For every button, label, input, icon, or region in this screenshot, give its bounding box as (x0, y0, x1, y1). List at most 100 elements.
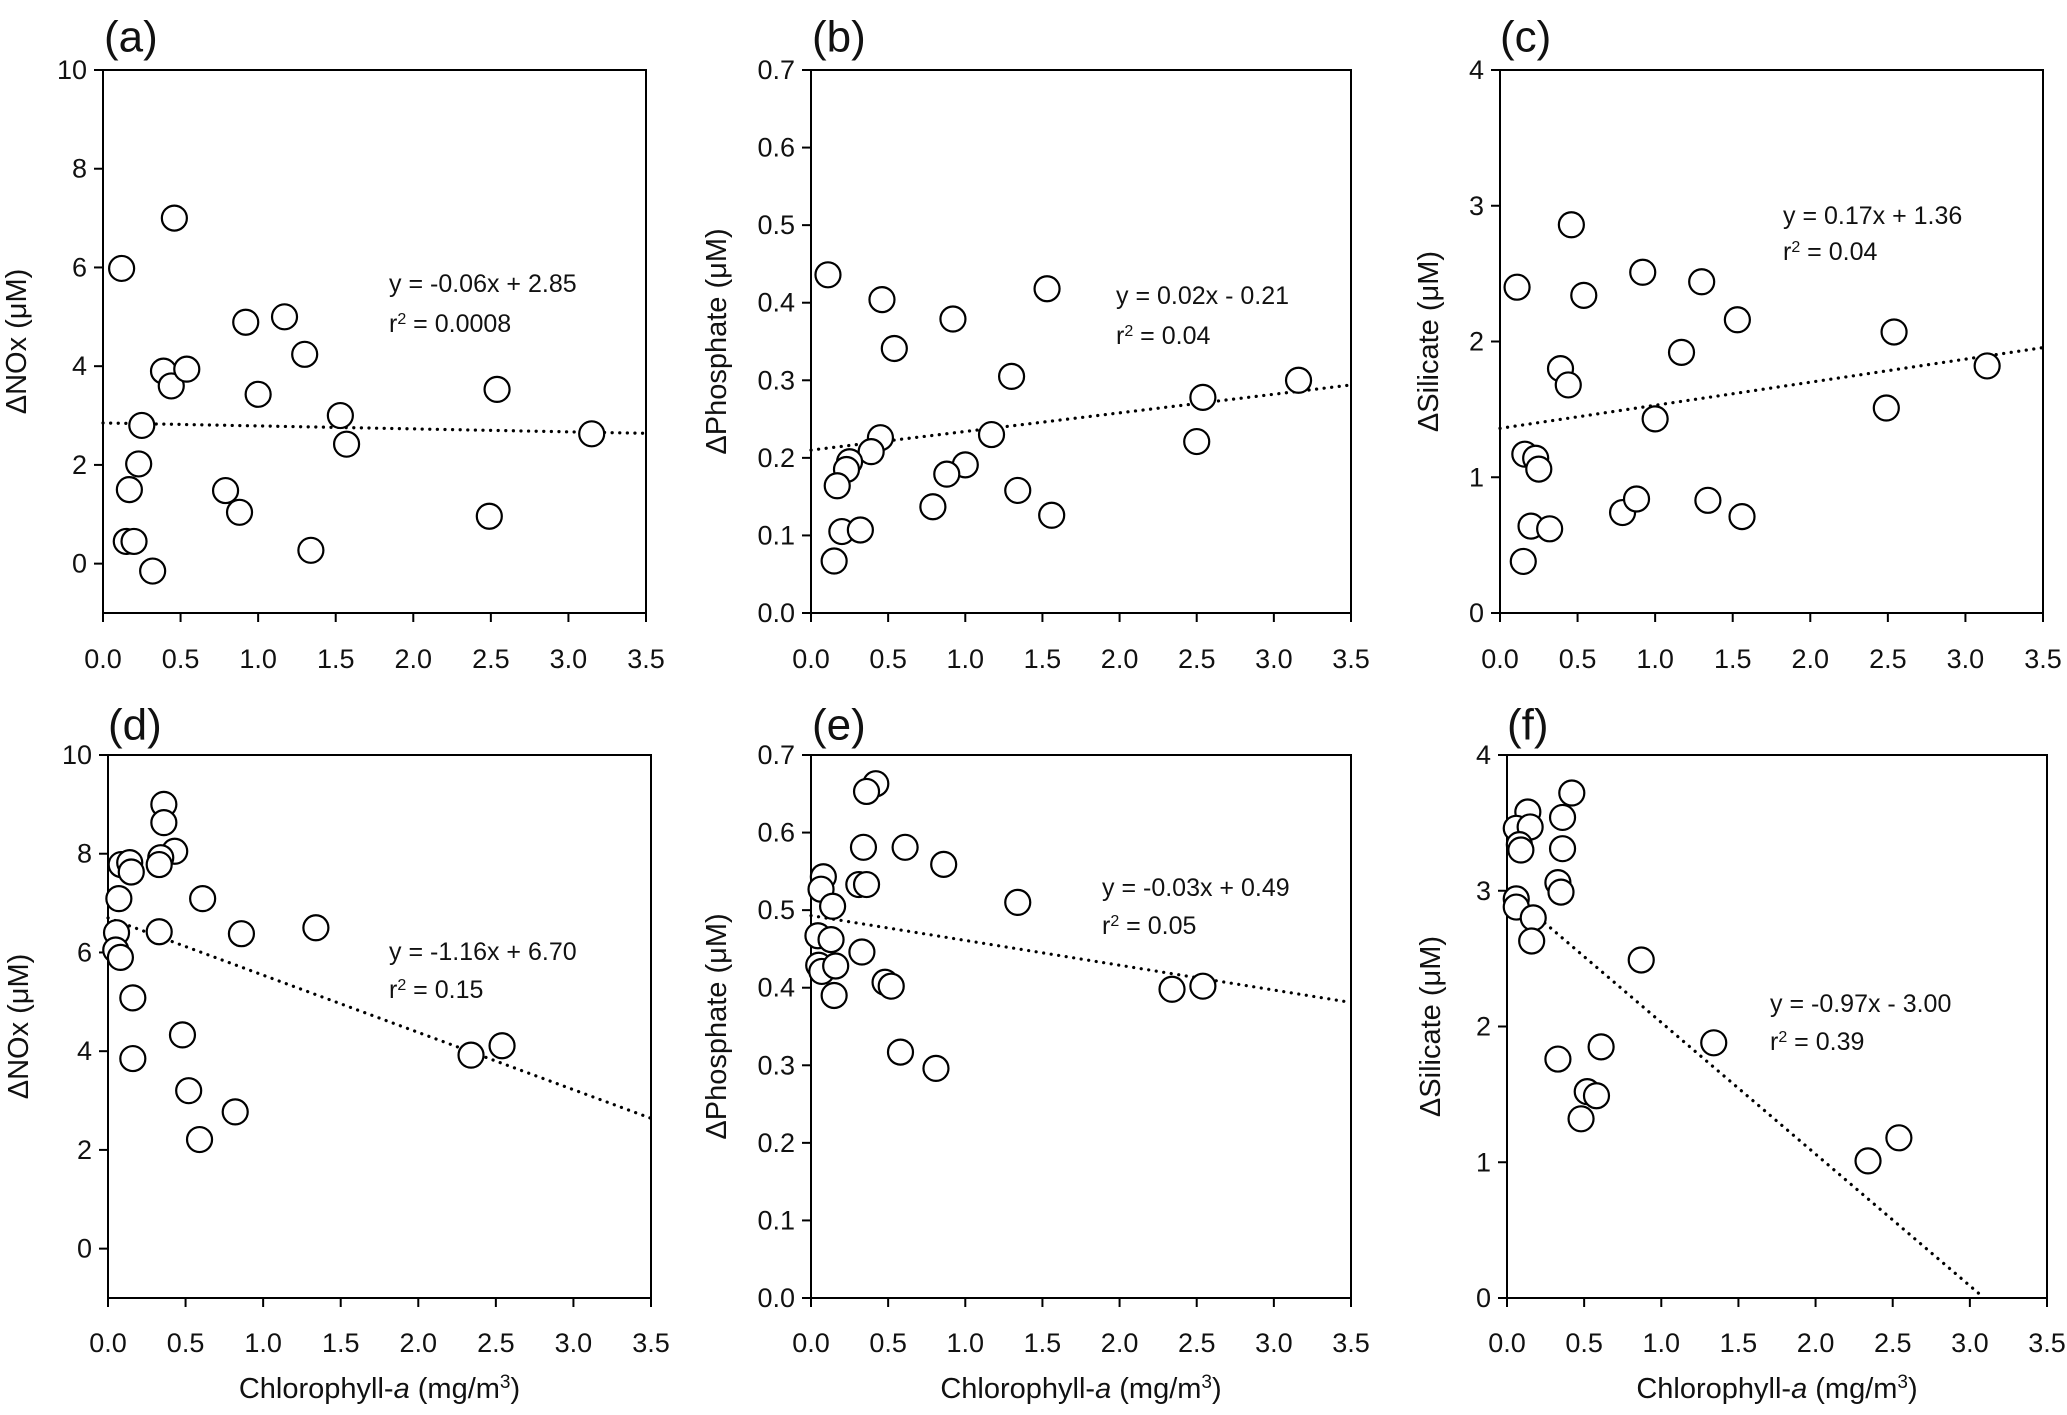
data-point (1189, 383, 1217, 411)
panel-label: (c) (1500, 13, 1551, 62)
data-point (119, 1044, 147, 1073)
data-point (270, 303, 299, 331)
data-point (852, 777, 881, 806)
x-axis-title-part: 3 (1897, 1372, 1908, 1393)
regression-equation: y = -0.06x + 2.85 (389, 270, 577, 298)
data-point (1641, 405, 1669, 433)
x-tick-label: 3.0 (1255, 644, 1293, 674)
data-point (139, 557, 167, 585)
data-point (822, 952, 850, 980)
data-point (1627, 946, 1655, 974)
plot-frame (107, 754, 652, 1299)
x-tick-label: 0.0 (1488, 1328, 1526, 1358)
r-squared-label: r2 = 0.05 (1102, 912, 1196, 940)
x-tick-label: 3.0 (555, 1328, 593, 1358)
data-point (108, 254, 136, 283)
x-axis-title: Chlorophyll-a (mg/m3) (940, 1372, 1221, 1406)
y-tick-label: 0.6 (757, 133, 795, 163)
x-tick-label: 2.0 (1792, 644, 1830, 674)
data-point (483, 375, 511, 403)
data-point (877, 972, 905, 1000)
data-point (818, 892, 847, 920)
x-tick-label: 1.5 (1024, 1328, 1062, 1358)
x-axis-title: Chlorophyll-a (mg/m3) (1636, 1372, 1917, 1406)
data-point (820, 981, 848, 1010)
x-tick-label: 3.0 (550, 644, 588, 674)
regression-equation: y = 0.02x - 0.21 (1116, 282, 1289, 310)
r-squared-label: r2 = 0.04 (1116, 322, 1210, 350)
chart-panel-a: (a) 0.0 0.5 1.0 1.5 2.0 2.5 3.0 3.5 0 2 4 6 8 10 ΔNOx (… (1, 13, 665, 674)
plot-frame (810, 754, 1352, 1299)
r-squared-base: r (389, 976, 397, 1004)
x-tick-label: 3.5 (1332, 644, 1370, 674)
data-point (886, 1038, 915, 1066)
y-tick-label: 0.6 (757, 818, 795, 848)
data-point (332, 430, 361, 458)
x-tick-label: 3.5 (2028, 1328, 2066, 1358)
y-axis-title: ΔPhosphate (μM) (701, 913, 733, 1139)
x-axis-title-part: 3 (1201, 1372, 1212, 1393)
x-tick-label: 0.5 (167, 1328, 205, 1358)
x-axis-title-part: (mg/m (1111, 1373, 1201, 1405)
data-point (227, 920, 256, 948)
x-tick-label: 0.5 (869, 644, 907, 674)
data-point (1622, 485, 1651, 513)
data-point (244, 380, 272, 408)
data-point (119, 984, 147, 1012)
x-tick-label: 1.5 (1720, 1328, 1758, 1358)
r-squared-superscript: 2 (397, 977, 406, 994)
plot-frame (810, 69, 1352, 614)
x-axis-title-part: a (1095, 1373, 1111, 1405)
panel-label: (a) (104, 13, 158, 62)
y-tick-label: 8 (77, 839, 92, 869)
y-tick-label: 3 (1469, 191, 1484, 221)
x-axis-title-part: (mg/m (410, 1373, 500, 1405)
x-tick-label: 3.0 (1951, 1328, 1989, 1358)
data-point (1548, 835, 1577, 863)
data-point (105, 885, 133, 913)
data-point (977, 420, 1006, 449)
data-point (1723, 306, 1751, 334)
x-tick-label: 0.5 (869, 1328, 907, 1358)
data-point (1558, 779, 1586, 807)
data-point (820, 547, 848, 575)
y-axis-title: ΔSilicate (μM) (1415, 936, 1447, 1117)
r-squared-base: r (1770, 1028, 1778, 1056)
data-point (930, 850, 958, 878)
y-tick-label: 2 (1476, 1012, 1491, 1042)
y-tick-label: 0.2 (757, 1128, 795, 1158)
data-point (1548, 803, 1577, 832)
regression-trend-line (1498, 346, 2045, 430)
r-squared-value: = 0.0008 (406, 310, 511, 338)
r-squared-label: r2 = 0.04 (1783, 238, 1877, 266)
data-point (1004, 476, 1032, 505)
data-point (1567, 1105, 1595, 1133)
y-tick-label: 0 (72, 549, 87, 579)
data-point (457, 1041, 485, 1069)
r-squared-superscript: 2 (397, 311, 406, 328)
data-point (939, 305, 967, 333)
x-tick-label: 0.5 (1559, 644, 1597, 674)
y-tick-label: 0.5 (757, 210, 795, 240)
x-axis-title-part: ) (511, 1373, 521, 1405)
x-tick-label: 0.0 (89, 1328, 127, 1358)
panel-label: (f) (1507, 701, 1549, 750)
data-point (302, 914, 330, 942)
data-point (1557, 211, 1585, 239)
x-axis-title-part: (mg/m (1807, 1373, 1897, 1405)
data-point (175, 1077, 203, 1105)
y-tick-label: 10 (57, 55, 87, 85)
y-tick-label: 2 (77, 1135, 92, 1165)
data-point (211, 476, 240, 505)
x-axis-title-part: ) (1212, 1373, 1222, 1405)
y-tick-label: 0.7 (757, 740, 795, 770)
data-point (326, 401, 354, 430)
y-tick-label: 2 (72, 450, 87, 480)
data-point (1547, 878, 1575, 906)
x-tick-label: 2.0 (400, 1328, 438, 1358)
regression-trend-line (106, 916, 653, 1120)
y-tick-label: 1 (1476, 1147, 1491, 1177)
x-tick-label: 2.5 (1178, 644, 1216, 674)
x-tick-label: 1.5 (317, 644, 355, 674)
data-point (1885, 1124, 1913, 1152)
